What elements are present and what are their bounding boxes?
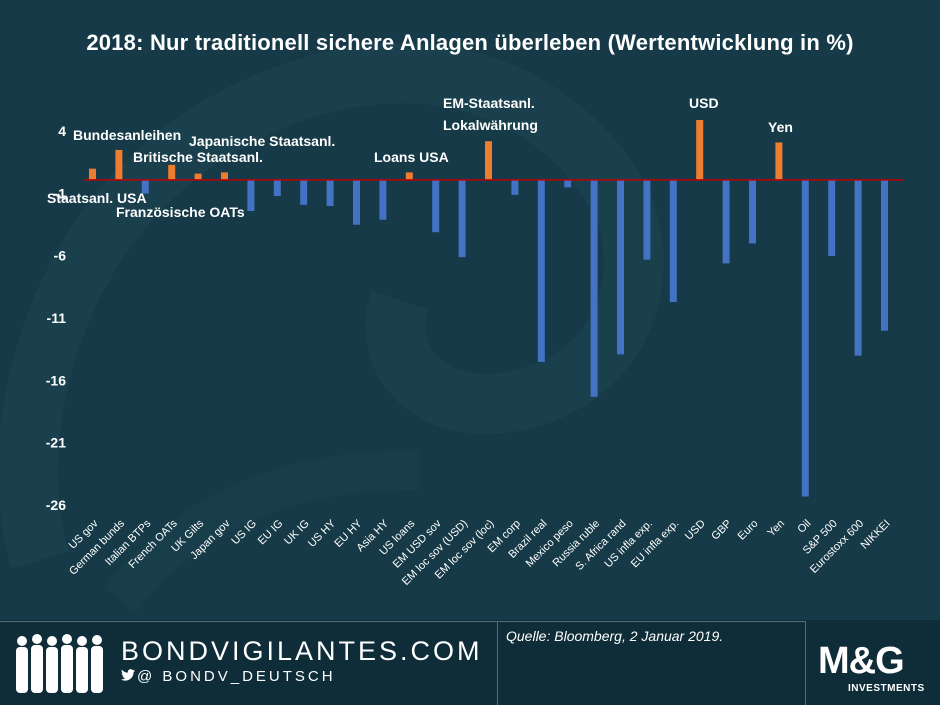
x-tick-label: GBP: [709, 518, 734, 543]
annotation-label: EM-Staatsanl.: [443, 95, 535, 111]
bar: [617, 179, 624, 355]
bar: [643, 179, 651, 260]
bar: [775, 142, 783, 180]
y-tick-label: -6: [54, 248, 67, 264]
bar: [564, 179, 572, 188]
annotation-label: Loans USA: [374, 149, 449, 165]
bar: [300, 179, 308, 205]
bar: [854, 179, 862, 356]
annotation-label: Britische Staatsanl.: [133, 149, 263, 165]
bar: [432, 179, 440, 233]
y-tick-label: -1: [54, 185, 67, 201]
bar: [405, 172, 413, 180]
bar: [273, 179, 281, 197]
bar: [722, 179, 730, 264]
bar: [141, 179, 149, 194]
bar: [168, 164, 176, 180]
x-tick-label: USD: [683, 518, 708, 543]
y-tick-label: -11: [47, 310, 67, 326]
y-tick-label: 4: [58, 123, 66, 139]
y-tick-label: -21: [46, 435, 66, 451]
bar: [194, 173, 202, 180]
people-silhouette-icon: [16, 634, 103, 693]
footer-divider: [0, 621, 805, 622]
bar: [247, 179, 255, 212]
bar: [221, 172, 228, 180]
bar: [458, 179, 466, 258]
y-tick-label: -16: [46, 372, 66, 388]
bar: [669, 179, 677, 303]
mg-logo-text: M&G: [818, 640, 905, 682]
mg-logo-subtitle: INVESTMENTS: [848, 683, 925, 694]
bar: [353, 179, 360, 225]
x-tick-label: EU IG: [256, 518, 286, 548]
x-tick-label: NIKKEI: [859, 518, 893, 552]
bar: [89, 168, 96, 180]
twitter-handle[interactable]: @ BONDV_DEUTSCH: [121, 668, 336, 685]
background-swirl-decoration: [0, 0, 940, 620]
footer-bar: [0, 620, 940, 705]
y-tick-label: -26: [46, 497, 66, 513]
bar: [485, 141, 492, 180]
site-name[interactable]: BONDVIGILANTES.COM: [121, 636, 483, 666]
source-note: Quelle: Bloomberg, 2 Januar 2019.: [506, 628, 724, 644]
bar: [511, 179, 519, 195]
bar: [590, 179, 598, 397]
annotation-label: Bundesanleihen: [73, 127, 181, 143]
bar: [828, 179, 836, 256]
bar: [749, 179, 756, 244]
annotation-label: USD: [689, 95, 719, 111]
x-tick-label: Euro: [736, 518, 761, 543]
x-tick-label: US HY: [306, 517, 339, 550]
x-tick-label: US IG: [229, 518, 259, 548]
annotation-label: Französische OATs: [116, 204, 245, 220]
bar: [801, 179, 809, 497]
annotation-label: Japanische Staatsanl.: [189, 133, 335, 149]
annotation-label: Lokalwährung: [443, 117, 538, 133]
bar: [537, 179, 545, 362]
footer-separator: [497, 621, 498, 705]
x-tick-label: Oil: [795, 518, 813, 536]
twitter-bird-icon: [121, 668, 135, 685]
bar: [696, 120, 704, 180]
chart-title: 2018: Nur traditionell sichere Anlagen ü…: [86, 30, 854, 55]
annotation-label: Yen: [768, 119, 793, 135]
x-tick-label: Yen: [765, 518, 787, 540]
bar: [881, 179, 888, 331]
footer-separator-logo: [805, 621, 806, 705]
bar: [379, 179, 387, 220]
twitter-handle-text: @ BONDV_DEUTSCH: [137, 668, 336, 685]
bar: [326, 179, 334, 207]
bar: [115, 149, 123, 180]
annotation-label: Staatsanl. USA: [47, 190, 147, 206]
